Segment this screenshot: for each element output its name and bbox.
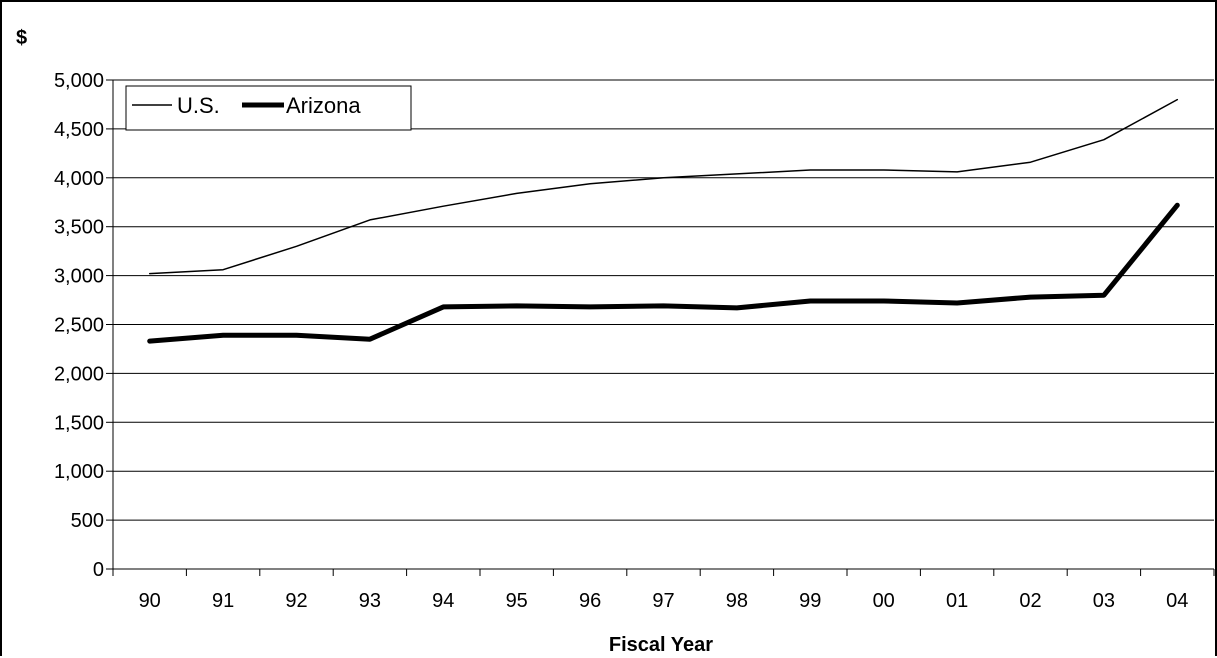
y-tick-label: 1,000 bbox=[54, 461, 104, 483]
y-tick-label: 0 bbox=[93, 559, 104, 581]
x-tick-label-94: 94 bbox=[432, 590, 454, 612]
y-tick-label: 500 bbox=[71, 510, 104, 532]
x-axis-label: Fiscal Year bbox=[609, 634, 713, 656]
y-tick-label: 3,000 bbox=[54, 266, 104, 288]
x-tick-label-01: 01 bbox=[946, 590, 968, 612]
series-line-arizona bbox=[147, 202, 1180, 344]
y-tick-label: 4,500 bbox=[54, 119, 104, 141]
y-tick-label: 2,000 bbox=[54, 363, 104, 385]
x-tick-label-00: 00 bbox=[873, 590, 895, 612]
y-tick-labels: 0 500 1,000 1,500 2,000 2,500 3,000 3,500 4,000 4… bbox=[54, 70, 104, 581]
y-tick-label: 2,500 bbox=[54, 315, 104, 337]
legend-label-arizona: Arizona bbox=[286, 93, 361, 118]
x-tick-label-91: 91 bbox=[212, 590, 234, 612]
legend: U.S. Arizona bbox=[125, 85, 412, 131]
x-tick-label-90: 90 bbox=[139, 590, 161, 612]
x-tick-label-02: 02 bbox=[1019, 590, 1041, 612]
x-tick-label-99: 99 bbox=[799, 590, 821, 612]
y-tick-label: 1,500 bbox=[54, 412, 104, 434]
x-tick-label-95: 95 bbox=[506, 590, 528, 612]
x-tick-label-93: 93 bbox=[359, 590, 381, 612]
x-tick-label-03: 03 bbox=[1093, 590, 1115, 612]
x-tick-labels: 90 91 92 93 94 95 96 97 98 99 00 01 02 03 04 bbox=[139, 590, 1189, 612]
x-tick-label-97: 97 bbox=[652, 590, 674, 612]
y-tick-label: 5,000 bbox=[54, 70, 104, 92]
axes bbox=[106, 79, 1215, 576]
x-tick-label-92: 92 bbox=[285, 590, 307, 612]
x-tick-label-98: 98 bbox=[726, 590, 748, 612]
x-tick-label-96: 96 bbox=[579, 590, 601, 612]
y-tick-label: 4,000 bbox=[54, 168, 104, 190]
series-lines bbox=[147, 98, 1180, 344]
x-tick-label-04: 04 bbox=[1166, 590, 1188, 612]
series-line-u-s bbox=[148, 98, 1179, 275]
legend-box bbox=[125, 85, 412, 131]
gridlines bbox=[113, 79, 1214, 521]
legend-label-us: U.S. bbox=[177, 93, 220, 118]
y-axis-label: $ bbox=[16, 27, 27, 49]
y-tick-label: 3,500 bbox=[54, 217, 104, 239]
